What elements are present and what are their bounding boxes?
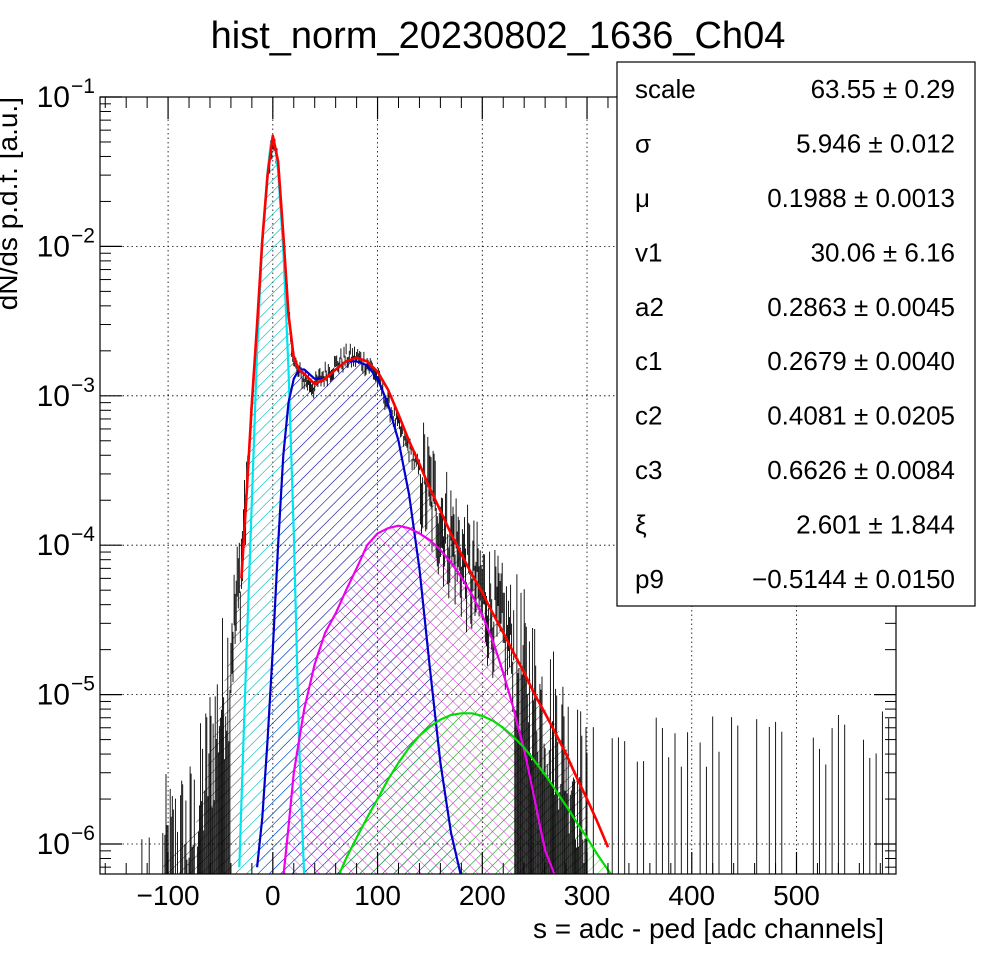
stat-value-error: 6.16 [904, 237, 955, 267]
stat-value-number: 0.2863 [767, 292, 847, 322]
x-tick-label: 0 [265, 880, 281, 911]
y-tick-label: 10 [37, 380, 70, 413]
stat-value: 0.4081 ± 0.0205 [767, 401, 955, 431]
stat-value-error: 1.844 [890, 509, 955, 539]
stat-value-number: −0.5144 [752, 564, 847, 594]
series-line-total-fit [240, 134, 610, 848]
stat-value: 0.1988 ± 0.0013 [767, 183, 955, 213]
stat-plus-minus: ± [861, 509, 890, 539]
data-layer [141, 134, 890, 874]
stat-value: 0.6626 ± 0.0084 [767, 455, 955, 485]
x-axis-label: s = adc - ped [adc channels] [533, 913, 884, 944]
y-tick-base: 10 [37, 380, 70, 413]
y-tick-label: 10 [37, 529, 70, 562]
y-tick-exponent: −5 [71, 673, 95, 696]
stat-value: 0.2679 ± 0.0040 [767, 346, 955, 376]
stat-name: p9 [635, 564, 664, 594]
stat-plus-minus: ± [861, 129, 890, 159]
y-tick-base: 10 [37, 230, 70, 263]
y-tick-base: 10 [37, 81, 70, 114]
stat-value-error: 0.012 [890, 129, 955, 159]
y-tick-label: 10 [37, 679, 70, 712]
stat-name: σ [635, 129, 651, 159]
stat-value: 30.06 ± 6.16 [811, 237, 955, 267]
stat-name: a2 [635, 292, 664, 322]
stat-value-number: 0.4081 [767, 401, 847, 431]
stat-name: μ [635, 183, 650, 213]
y-tick-base: 10 [37, 828, 70, 861]
stat-value-error: 0.0013 [875, 183, 955, 213]
stat-name: c3 [635, 455, 662, 485]
stat-name: scale [635, 74, 696, 104]
y-tick-exponent: −2 [71, 224, 95, 247]
stat-plus-minus: ± [847, 183, 876, 213]
stat-name: v1 [635, 237, 662, 267]
stat-value: 2.601 ± 1.844 [796, 509, 955, 539]
stat-value-number: 0.1988 [767, 183, 847, 213]
x-tick-label: 500 [773, 880, 820, 911]
stat-value-error: 0.0084 [875, 455, 955, 485]
stat-plus-minus: ± [847, 455, 876, 485]
y-tick-label: 10 [37, 230, 70, 263]
stat-value-error: 0.0040 [875, 346, 955, 376]
stat-value: 5.946 ± 0.012 [796, 129, 955, 159]
stat-value-number: 5.946 [796, 129, 861, 159]
stat-plus-minus: ± [847, 292, 876, 322]
stat-value-number: 63.55 [811, 74, 876, 104]
series-line-2-p-e-component [282, 524, 556, 874]
x-tick-label: 400 [668, 880, 715, 911]
y-axis-label: dN/ds p.d.f. [a.u.] [0, 97, 23, 310]
stat-name: c1 [635, 346, 662, 376]
y-tick-label: 10 [37, 828, 70, 861]
fill-layer [162, 139, 614, 874]
x-tick-label: 200 [459, 880, 506, 911]
stat-value-error: 0.0045 [875, 292, 955, 322]
x-tick-label: −100 [137, 880, 200, 911]
x-tick-label: 300 [564, 880, 611, 911]
stats-box-frame [616, 61, 976, 607]
y-tick-base: 10 [37, 679, 70, 712]
stat-value-error: 0.0205 [875, 401, 955, 431]
y-tick-base: 10 [37, 529, 70, 562]
stat-value: −0.5144 ± 0.0150 [752, 564, 955, 594]
stat-value-number: 0.2679 [767, 346, 847, 376]
stat-plus-minus: ± [876, 74, 905, 104]
stat-value-number: 2.601 [796, 509, 861, 539]
series-line-3-p-e-component [338, 712, 613, 874]
stats-box: scale 63.55 ± 0.29 σ 5.946 ± 0.012 μ 0.1988 ±… [616, 61, 976, 607]
chart-title: hist_norm_20230802_1636_Ch04 [211, 15, 786, 57]
stat-plus-minus: ± [847, 564, 876, 594]
stat-plus-minus: ± [847, 346, 876, 376]
stat-value-error: 0.0150 [875, 564, 955, 594]
y-tick-exponent: −6 [71, 822, 95, 845]
y-tick-label: 10 [37, 81, 70, 114]
stat-value: 63.55 ± 0.29 [811, 74, 955, 104]
axis-layer: −100 0 100 200 300 400 50010−610−510−410−310−2… [37, 75, 896, 911]
y-tick-exponent: −4 [71, 523, 95, 546]
stat-name: ξ [635, 509, 647, 539]
stat-value-error: 0.29 [904, 74, 955, 104]
stat-value-number: 30.06 [811, 237, 876, 267]
stat-value-number: 0.6626 [767, 455, 847, 485]
stat-value: 0.2863 ± 0.0045 [767, 292, 955, 322]
x-tick-label: 100 [354, 880, 401, 911]
y-tick-exponent: −3 [71, 374, 95, 397]
y-tick-exponent: −1 [71, 75, 95, 98]
stat-name: c2 [635, 401, 662, 431]
stat-plus-minus: ± [847, 401, 876, 431]
stat-plus-minus: ± [876, 237, 905, 267]
